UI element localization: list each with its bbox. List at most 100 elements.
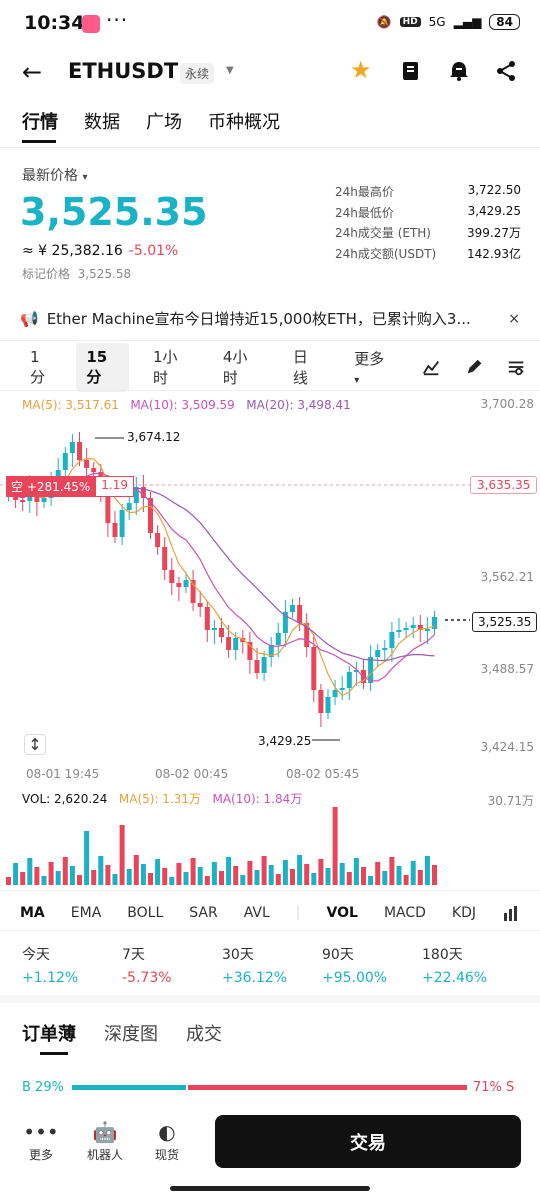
share-icon[interactable] xyxy=(495,60,517,82)
indicator-ema[interactable]: EMA xyxy=(70,905,102,921)
candle xyxy=(169,570,175,583)
draw-pen-icon[interactable] xyxy=(465,357,483,377)
indicator-macd[interactable]: MACD xyxy=(383,905,426,921)
candle xyxy=(311,647,317,690)
interval-1d[interactable]: 日线 xyxy=(292,348,308,387)
close-icon[interactable]: × xyxy=(508,310,520,327)
volume-bar xyxy=(176,863,182,885)
candle xyxy=(318,690,324,713)
interval-15m[interactable]: 15分 xyxy=(76,342,129,392)
tab-market[interactable]: 行情 xyxy=(22,112,58,133)
nav-spot[interactable]: ◐ 现货 xyxy=(142,1118,192,1163)
volume-bar xyxy=(41,876,47,885)
volume-bar xyxy=(34,867,40,885)
interval-1h[interactable]: 1小时 xyxy=(152,348,178,387)
candle xyxy=(346,672,352,688)
tab-trades[interactable]: 成交 xyxy=(186,1024,222,1045)
news-text[interactable]: Ether Machine宣布今日增持近15,000枚ETH，已累计购入3... xyxy=(46,310,471,328)
volume-bar xyxy=(133,855,139,885)
ma-legend: MA(5): 3,517.61 MA(10): 3,509.59 MA(20):… xyxy=(22,398,351,412)
candle xyxy=(162,547,168,570)
nav-more[interactable]: ••• 更多 xyxy=(16,1118,66,1163)
volume-bar xyxy=(148,873,153,885)
ma20-value: MA(20): 3,498.41 xyxy=(246,398,351,412)
volume-bar xyxy=(6,877,11,885)
nav-robot[interactable]: 🤖 机器人 xyxy=(80,1118,130,1163)
trade-button[interactable]: 交易 xyxy=(215,1115,521,1168)
indicator-kdj[interactable]: KDJ xyxy=(451,905,476,921)
candle xyxy=(41,498,47,502)
position-tag[interactable]: 空 +281.45% 1.19 xyxy=(6,476,134,497)
volume-bar xyxy=(233,866,239,885)
tab-square[interactable]: 广场 xyxy=(146,112,182,133)
ma5-value: MA(5): 3,517.61 xyxy=(22,398,119,412)
divider xyxy=(0,340,540,341)
tab-underline xyxy=(22,140,56,143)
volume-bar xyxy=(375,862,381,885)
candle xyxy=(133,487,139,503)
last-price: 3,525.35 xyxy=(20,190,208,234)
chevron-down-icon[interactable]: ▼ xyxy=(226,65,234,76)
candle xyxy=(375,650,381,657)
candle xyxy=(91,468,97,472)
tab-data[interactable]: 数据 xyxy=(84,112,120,133)
indicator-sar[interactable]: SAR xyxy=(189,905,218,921)
x-tick: 08-02 00:45 xyxy=(155,767,229,781)
interval-more[interactable]: 更多 ▾ xyxy=(354,349,385,386)
volume-bar xyxy=(112,874,118,885)
news-ticker[interactable]: 📢 Ether Machine宣布今日增持近15,000枚ETH，已累计购入3.… xyxy=(20,308,520,329)
perpetual-badge: 永续 xyxy=(180,63,215,84)
candle xyxy=(176,583,182,587)
volume-bar xyxy=(226,857,232,885)
indicator-boll[interactable]: BOLL xyxy=(127,905,164,921)
interval-4h[interactable]: 4小时 xyxy=(222,348,248,387)
volume-chart xyxy=(6,807,437,885)
candle xyxy=(211,628,217,630)
candle xyxy=(389,632,395,648)
candle xyxy=(339,688,345,690)
expand-vertical-icon[interactable]: ↕ xyxy=(24,734,46,755)
bottom-nav: ••• 更多 🤖 机器人 ◐ 现货 xyxy=(0,1118,540,1178)
interval-1m[interactable]: 1分 xyxy=(30,347,46,386)
candle xyxy=(112,523,118,537)
last-price-tag: 3,525.35 xyxy=(472,612,538,632)
candle xyxy=(353,670,359,672)
indicator-avl[interactable]: AVL xyxy=(243,905,270,921)
chart-style-icon[interactable] xyxy=(422,357,440,377)
settings-sliders-icon[interactable] xyxy=(507,357,525,377)
megaphone-icon: 📢 xyxy=(20,309,39,328)
stats-24h: 24h最高价 3,722.50 24h最低价 3,429.25 24h成交量 (ET… xyxy=(335,183,521,261)
spot-icon: ◐ xyxy=(158,1120,176,1144)
volume-bar xyxy=(84,831,90,885)
tab-coin-info[interactable]: 币种概况 xyxy=(208,112,280,133)
candle xyxy=(126,503,132,510)
high-price-label: 3,674.12 xyxy=(127,430,181,444)
volume-bar xyxy=(275,874,281,885)
volume-bar xyxy=(183,872,189,885)
indicator-vol[interactable]: VOL xyxy=(326,905,358,921)
y-tick: 3,488.57 xyxy=(480,662,534,676)
volume-bar xyxy=(396,866,402,885)
candle xyxy=(304,623,310,647)
divider xyxy=(0,930,540,931)
favorite-star-icon[interactable]: ★ xyxy=(350,56,372,84)
volume-bar xyxy=(126,869,132,885)
symbol-title[interactable]: ETHUSDT xyxy=(68,59,179,83)
alert-bell-icon[interactable] xyxy=(448,60,470,82)
volume-bar xyxy=(105,865,111,885)
candle xyxy=(247,642,253,660)
tab-orderbook[interactable]: 订单薄 xyxy=(22,1024,76,1045)
candle xyxy=(424,629,430,631)
volume-bar xyxy=(353,858,359,885)
indicator-ma[interactable]: MA xyxy=(20,905,45,921)
ma10-value: MA(10): 3,509.59 xyxy=(130,398,235,412)
back-arrow-icon[interactable]: ← xyxy=(22,58,43,86)
notebook-icon[interactable] xyxy=(400,60,422,82)
ma-line xyxy=(8,457,435,697)
tab-depth[interactable]: 深度图 xyxy=(104,1024,158,1045)
volume-bar xyxy=(247,861,253,885)
last-price-label[interactable]: 最新价格 ▾ xyxy=(22,168,88,184)
indicator-settings-icon[interactable] xyxy=(502,904,520,922)
candlestick-chart[interactable] xyxy=(0,390,540,790)
volume-bar xyxy=(204,876,210,885)
